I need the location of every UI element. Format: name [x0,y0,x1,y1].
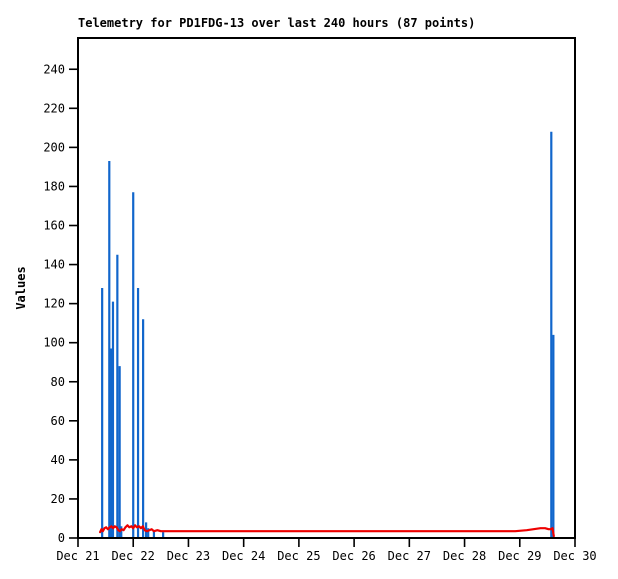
x-tick-label: Dec 26 [332,549,375,563]
y-tick-label: 0 [58,531,65,545]
y-tick-label: 160 [43,219,65,233]
x-tick-label: Dec 21 [56,549,99,563]
y-tick-label: 80 [51,375,65,389]
x-tick-label: Dec 24 [222,549,265,563]
x-tick-label: Dec 28 [443,549,486,563]
x-tick-label: Dec 23 [167,549,210,563]
y-tick-label: 240 [43,62,65,76]
y-tick-label: 220 [43,101,65,115]
x-tick-label: Dec 30 [553,549,596,563]
x-tick-label: Dec 29 [498,549,541,563]
chart-title: Telemetry for PD1FDG-13 over last 240 ho… [78,16,476,30]
y-tick-label: 120 [43,297,65,311]
y-tick-label: 200 [43,140,65,154]
plot-border [77,37,576,539]
y-tick-label: 60 [51,414,65,428]
x-tick-label: Dec 22 [112,549,155,563]
y-tick-label: 40 [51,453,65,467]
y-tick-label: 180 [43,179,65,193]
x-tick-label: Dec 25 [277,549,320,563]
y-tick-label: 20 [51,492,65,506]
x-tick-label: Dec 27 [388,549,431,563]
y-tick-label: 140 [43,258,65,272]
telemetry-line [99,524,555,538]
y-tick-label: 100 [43,336,65,350]
